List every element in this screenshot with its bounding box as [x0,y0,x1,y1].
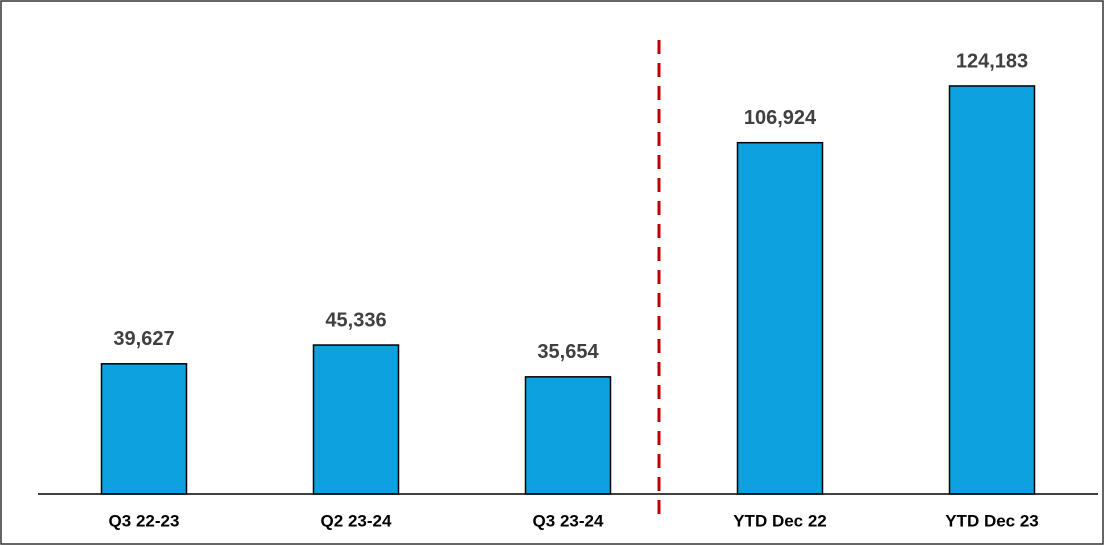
x-tick-label: YTD Dec 22 [733,511,827,530]
data-label: 35,654 [537,341,599,363]
bar [948,85,1036,495]
bar [100,363,188,495]
bar [736,141,824,495]
data-label: 124,183 [956,50,1028,72]
data-label: 39,627 [113,328,174,350]
x-tick-label: YTD Dec 23 [945,511,1039,530]
x-tick-label: Q2 23-24 [321,511,392,530]
bar [524,376,612,495]
x-tick-label: Q3 23-24 [533,511,604,530]
data-label: 106,924 [744,107,817,129]
data-label: 45,336 [325,309,386,331]
x-tick-label: Q3 22-23 [109,511,180,530]
bar [312,344,400,495]
